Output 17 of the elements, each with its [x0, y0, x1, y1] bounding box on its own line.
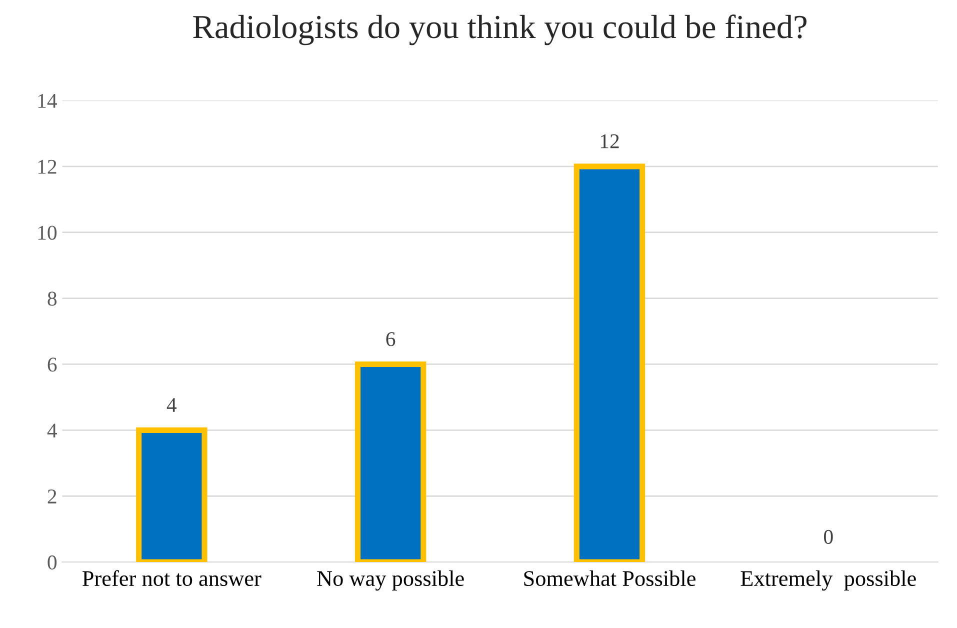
x-tick-label: Prefer not to answer: [82, 570, 262, 586]
y-tick-label: 4: [47, 424, 58, 438]
y-tick-label: 12: [38, 160, 56, 174]
x-tick-label: Extremely possible: [740, 570, 916, 591]
y-tick-label: 14: [38, 94, 58, 108]
y-tick-label: 2: [48, 490, 56, 504]
data-label: 6: [386, 332, 396, 346]
data-label: 4: [166, 398, 177, 412]
y-tick-label: 0: [48, 555, 57, 570]
y-tick-label: 6: [48, 358, 57, 372]
chart-title: Radiologists do you think you could be fined?: [193, 14, 806, 46]
y-tick-label: 8: [48, 292, 57, 306]
data-label: 12: [600, 134, 619, 148]
y-tick-label: 10: [38, 226, 57, 240]
data-label: 0: [824, 530, 833, 544]
x-tick-label: No way possible: [317, 570, 464, 591]
x-tick-label: Somewhat Possible: [524, 570, 696, 586]
